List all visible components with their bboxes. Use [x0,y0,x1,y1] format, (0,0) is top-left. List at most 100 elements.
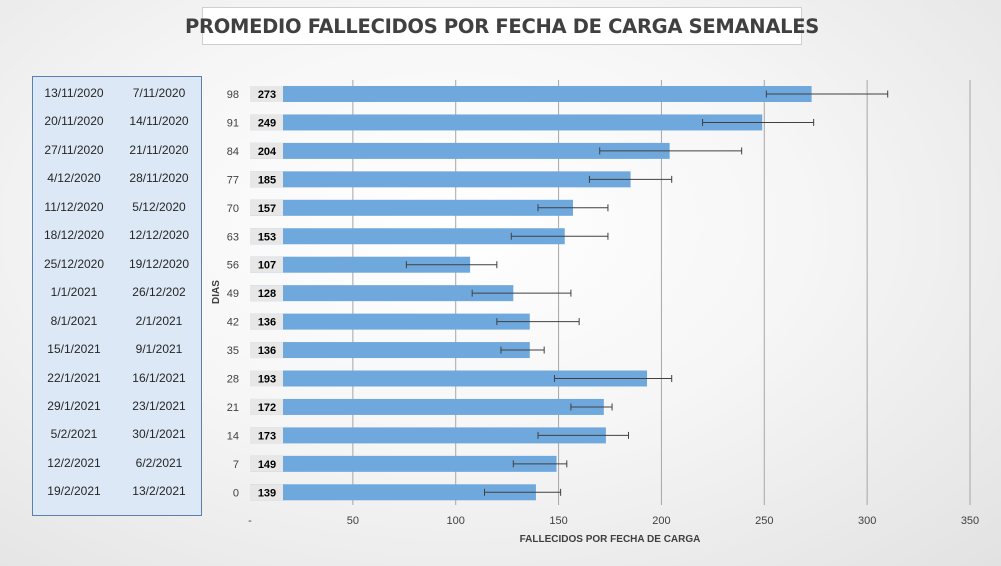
bar [250,142,670,159]
x-tick-label: 200 [652,515,670,527]
start-date: 2/1/2021 [135,313,183,328]
start-date: 7/11/2020 [132,86,186,100]
data-label-box [250,256,283,273]
y-tick-label: 84 [227,146,239,158]
bar [250,86,812,102]
start-date: 26/12/202 [132,285,186,300]
end-date: 25/12/2020 [43,256,105,271]
y-tick-label: 21 [227,402,239,414]
end-date: 15/1/2021 [47,342,101,357]
y-tick-label: 35 [227,345,239,357]
data-label: 136 [258,317,276,329]
end-date: 4/12/2020 [47,171,101,186]
x-tick-label: 150 [549,515,567,527]
y-tick-label: 77 [227,174,239,186]
y-tick-label: 14 [227,430,239,442]
x-tick-label: 300 [858,515,876,527]
start-date: 5/12/2020 [132,199,186,214]
data-label-box [250,228,283,245]
end-date: 1/1/2021 [50,285,98,300]
data-label: 273 [258,89,276,101]
bar [250,114,763,131]
data-label: 204 [258,146,277,158]
bar [250,285,514,302]
data-label-box [250,455,283,472]
legend-row: 13/11/2020 7/11/2020 [33,86,203,106]
legend-row: 29/1/2021 23/1/2021 [33,399,203,419]
y-axis-title: DIAS [211,280,222,304]
start-date: 6/2/2021 [135,455,183,470]
start-date: 13/2/2021 [132,484,186,499]
legend-row: 4/12/2020 28/11/2020 [33,171,203,191]
y-tick-label: 28 [227,374,239,386]
end-date: 27/11/2020 [44,142,104,157]
data-label-box [250,86,283,102]
legend-row: 27/11/2020 21/11/2020 [33,143,203,163]
start-date: 12/12/2020 [128,228,190,243]
data-label: 172 [258,402,276,414]
bar [250,427,606,444]
data-label: 157 [258,203,276,215]
start-date: 28/11/2020 [129,171,189,186]
bar [250,228,565,245]
y-tick-label: 7 [233,459,239,471]
end-date: 22/1/2021 [47,370,101,385]
y-tick-label: 0 [233,487,239,499]
end-date: 13/11/2020 [44,86,104,100]
y-tick-label: 42 [227,317,239,329]
end-date: 20/11/2020 [44,114,104,129]
legend-row: 12/2/2021 6/2/2021 [33,456,203,476]
data-label-box [250,285,283,302]
legend-row: 19/2/2021 13/2/2021 [33,484,203,504]
legend-row: 5/2/2021 30/1/2021 [33,427,203,447]
data-label-box [250,427,283,444]
bar [250,342,530,359]
bar [250,484,536,501]
bar [250,398,604,415]
data-label: 173 [258,430,276,442]
start-date: 16/1/2021 [132,370,186,385]
end-date: 18/12/2020 [43,228,105,243]
data-label: 107 [258,260,276,272]
start-date: 23/1/2021 [132,398,186,413]
bar [250,455,557,472]
y-tick-label: 63 [227,231,239,243]
y-tick-label: 98 [227,89,239,101]
data-label: 136 [258,345,276,357]
end-date: 5/2/2021 [50,427,98,442]
bar [250,370,648,387]
legend-row: 11/12/2020 5/12/2020 [33,200,203,220]
data-label: 193 [258,374,276,386]
data-label-box [250,398,283,415]
y-tick-label: 70 [227,203,239,215]
x-tick-label: 100 [447,515,465,527]
bar [250,313,530,330]
end-date: 11/12/2020 [44,199,104,214]
chart-title: PROMEDIO FALLECIDOS POR FECHA DE CARGA S… [185,7,819,45]
end-date: 8/1/2021 [50,313,98,328]
legend-row: 20/11/2020 14/11/2020 [33,114,203,134]
x-tick-label: 50 [347,515,359,527]
date-range-legend: 13/11/2020 7/11/2020 20/11/2020 14/11/2020 2… [32,76,202,516]
data-label-box [250,199,283,216]
data-label: 139 [258,487,276,499]
data-label-box [250,142,283,159]
data-label-box [250,484,283,501]
data-label-box [250,313,283,330]
data-label: 153 [258,231,276,243]
data-label: 249 [258,117,276,129]
legend-row: 25/12/2020 19/12/2020 [33,257,203,277]
legend-row: 15/1/2021 9/1/2021 [33,342,203,362]
start-date: 30/1/2021 [132,427,186,442]
data-label-box [250,370,283,387]
legend-row: 8/1/2021 2/1/2021 [33,314,203,334]
end-date: 19/2/2021 [47,484,101,499]
y-tick-label: 91 [227,117,239,129]
data-label-box [250,114,283,131]
bar [250,171,631,188]
end-date: 12/2/2021 [47,455,101,470]
x-tick-label: 250 [755,515,773,527]
legend-row: 1/1/2021 26/12/202 [33,285,203,305]
y-tick-label: 49 [227,288,239,300]
data-label-box [250,171,283,188]
